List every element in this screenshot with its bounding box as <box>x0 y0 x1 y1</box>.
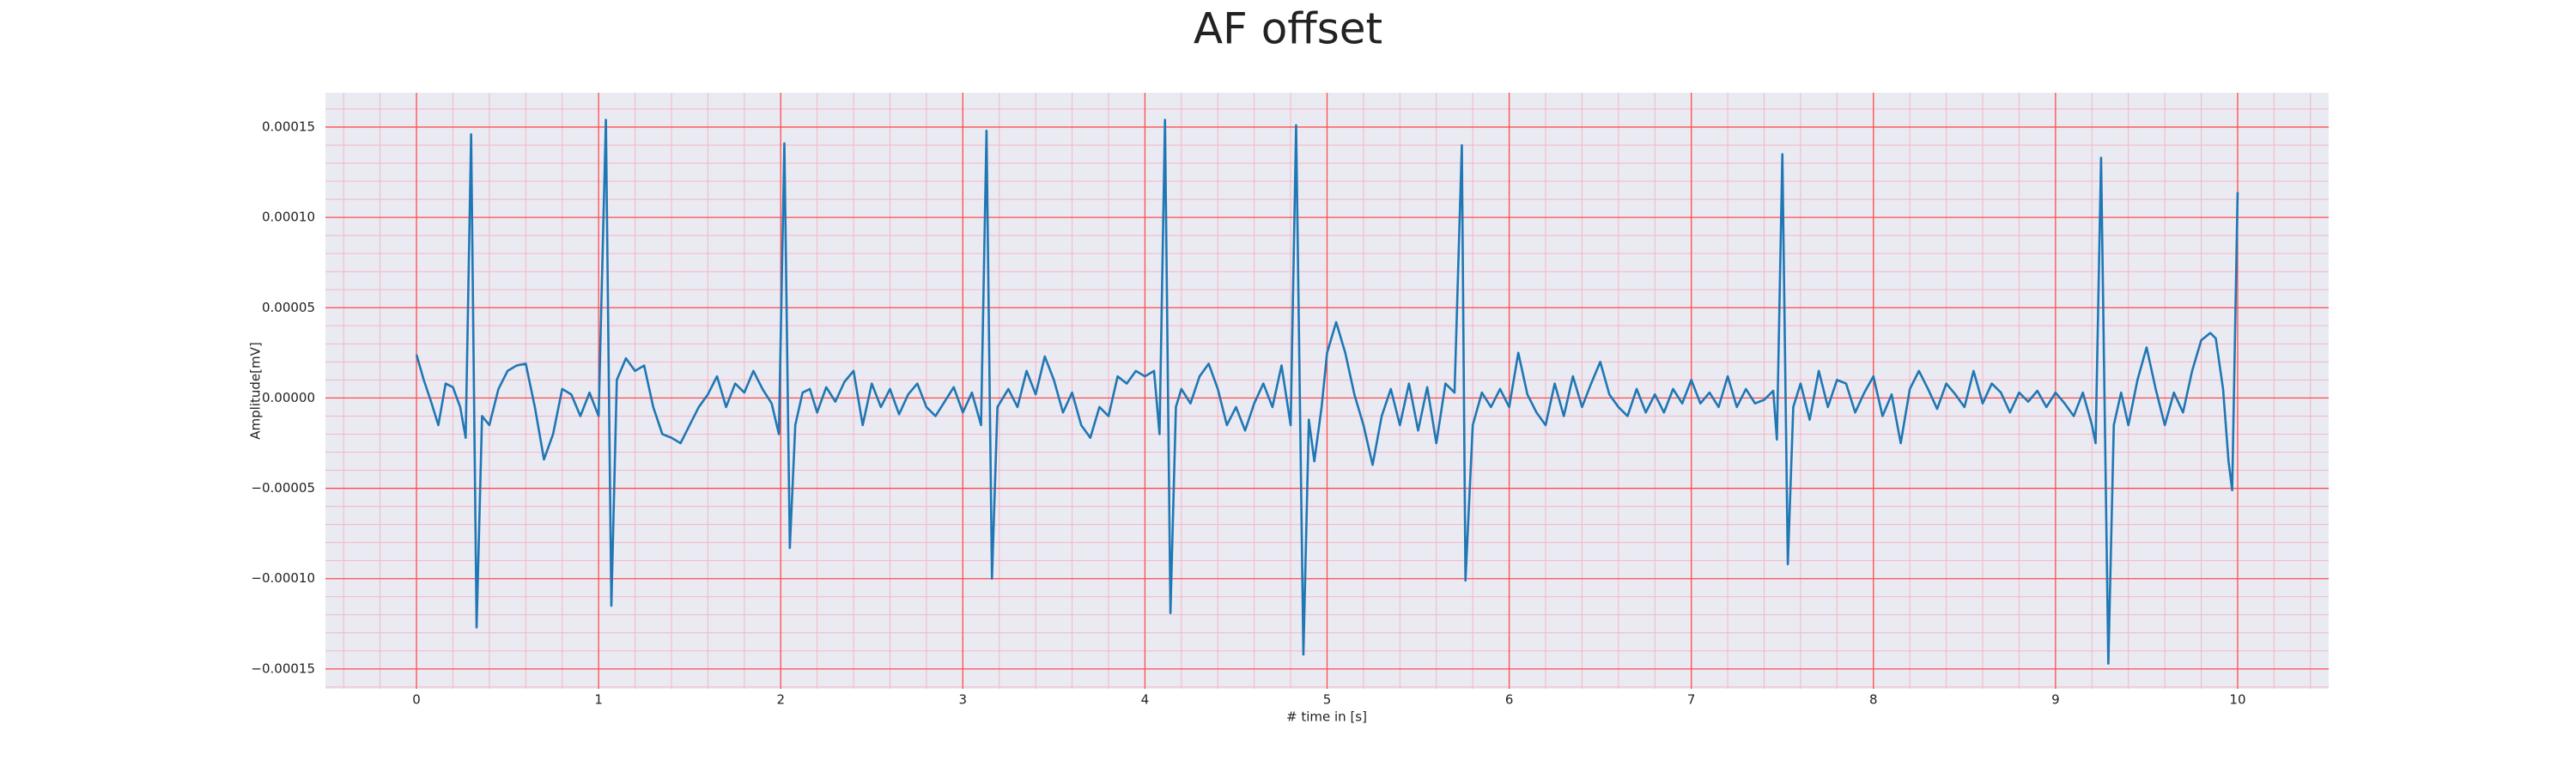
y-tick-label: −0.00005 <box>251 480 315 496</box>
x-tick-label: 8 <box>1869 692 1878 708</box>
y-tick-label: 0.00015 <box>262 119 315 134</box>
y-tick-label: 0.00010 <box>262 210 315 225</box>
x-axis-label: # time in [s] <box>1286 709 1367 725</box>
y-tick-label: −0.00010 <box>251 570 315 586</box>
x-tick-label: 5 <box>1323 692 1332 708</box>
x-tick-label: 9 <box>2051 692 2060 708</box>
chart-title: AF offset <box>1194 4 1382 54</box>
y-tick-label: −0.00015 <box>251 660 315 676</box>
x-tick-label: 3 <box>959 692 968 708</box>
x-tick-label: 10 <box>2229 692 2245 708</box>
y-tick-label: 0.00005 <box>262 300 315 315</box>
x-tick-label: 7 <box>1687 692 1696 708</box>
y-axis-label: Amplitude[mV] <box>248 342 264 439</box>
y-tick-label: 0.00000 <box>262 390 315 405</box>
ecg-line <box>415 119 2239 665</box>
x-tick-label: 2 <box>776 692 785 708</box>
x-tick-label: 4 <box>1141 692 1150 708</box>
x-tick-label: 1 <box>594 692 603 708</box>
x-tick-label: 6 <box>1505 692 1514 708</box>
x-tick-label: 0 <box>412 692 421 708</box>
